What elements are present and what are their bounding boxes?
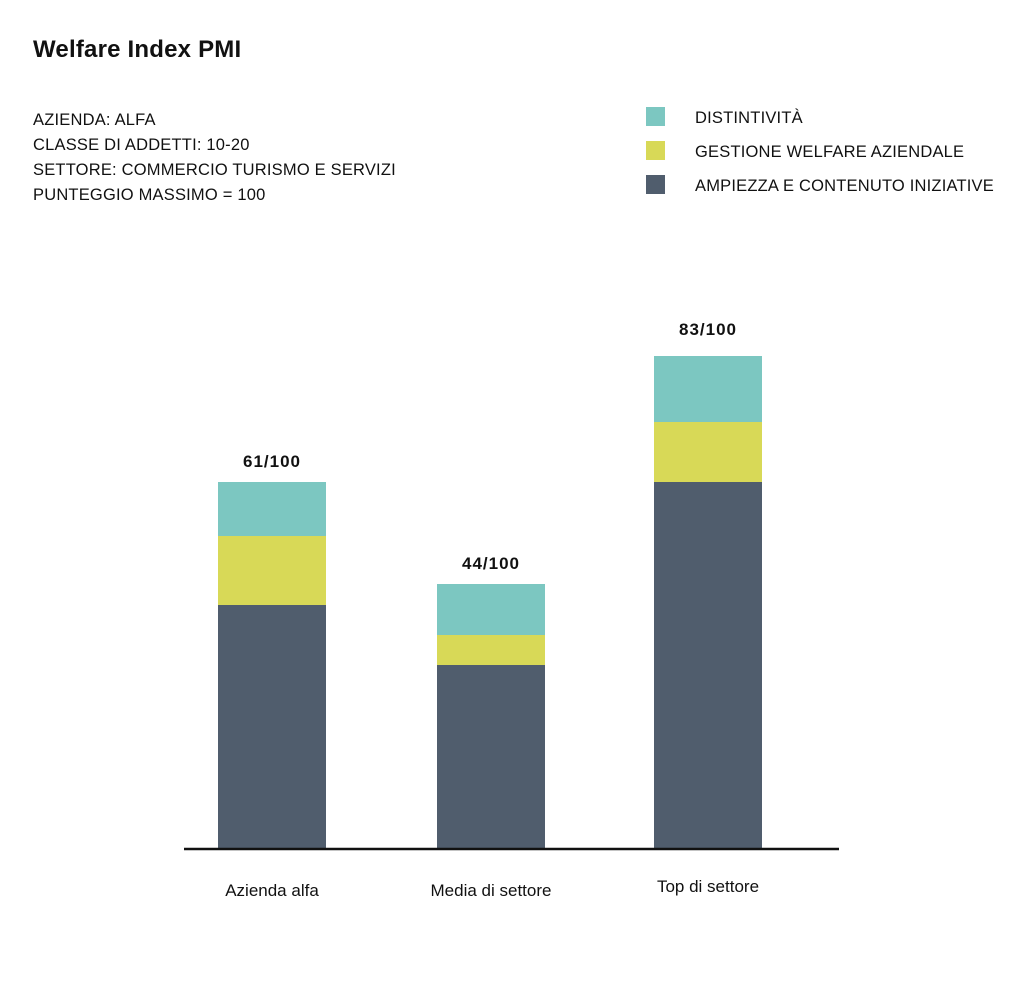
bar-azienda-alfa-gestione-welfare-aziendale xyxy=(218,536,326,605)
max-score-label: PUNTEGGIO MASSIMO = 100 xyxy=(33,186,266,204)
legend-swatch-ampiezza xyxy=(646,175,665,194)
legend-swatch-distintivita xyxy=(646,107,665,126)
bar-top-di-settore-gestione-welfare-aziendale xyxy=(654,422,762,482)
employee-class-label: CLASSE DI ADDETTI: 10-20 xyxy=(33,136,250,154)
chart-title: Welfare Index PMI xyxy=(33,36,242,63)
legend-label-distintivita: DISTINTIVITÀ xyxy=(695,109,803,127)
total-label-top-di-settore: 83/100 xyxy=(679,320,737,339)
category-label-top-di-settore: Top di settore xyxy=(657,877,759,896)
bar-azienda-alfa-distintivita xyxy=(218,482,326,536)
bar-top-di-settore-distintivita xyxy=(654,356,762,422)
legend-label-ampiezza: AMPIEZZA E CONTENUTO INIZIATIVE xyxy=(695,177,994,195)
bar-media-di-settore-gestione-welfare-aziendale xyxy=(437,635,545,665)
bar-azienda-alfa-ampiezza-e-contenuto-iniziative xyxy=(218,605,326,848)
info-block: AZIENDA: ALFA CLASSE DI ADDETTI: 10-20 S… xyxy=(33,108,396,208)
legend-label-gestione: GESTIONE WELFARE AZIENDALE xyxy=(695,143,965,161)
bar-media-di-settore-distintivita xyxy=(437,584,545,635)
bar-media-di-settore-ampiezza-e-contenuto-iniziative xyxy=(437,665,545,848)
legend-swatch-gestione xyxy=(646,141,665,160)
total-label-azienda-alfa: 61/100 xyxy=(243,452,301,471)
category-label-media-di-settore: Media di settore xyxy=(431,881,552,900)
company-label: AZIENDA: ALFA xyxy=(33,111,156,129)
sector-label: SETTORE: COMMERCIO TURISMO E SERVIZI xyxy=(33,161,396,179)
total-label-media-di-settore: 44/100 xyxy=(462,554,520,573)
bar-top-di-settore-ampiezza-e-contenuto-iniziative xyxy=(654,482,762,848)
category-label-azienda-alfa: Azienda alfa xyxy=(225,881,319,900)
